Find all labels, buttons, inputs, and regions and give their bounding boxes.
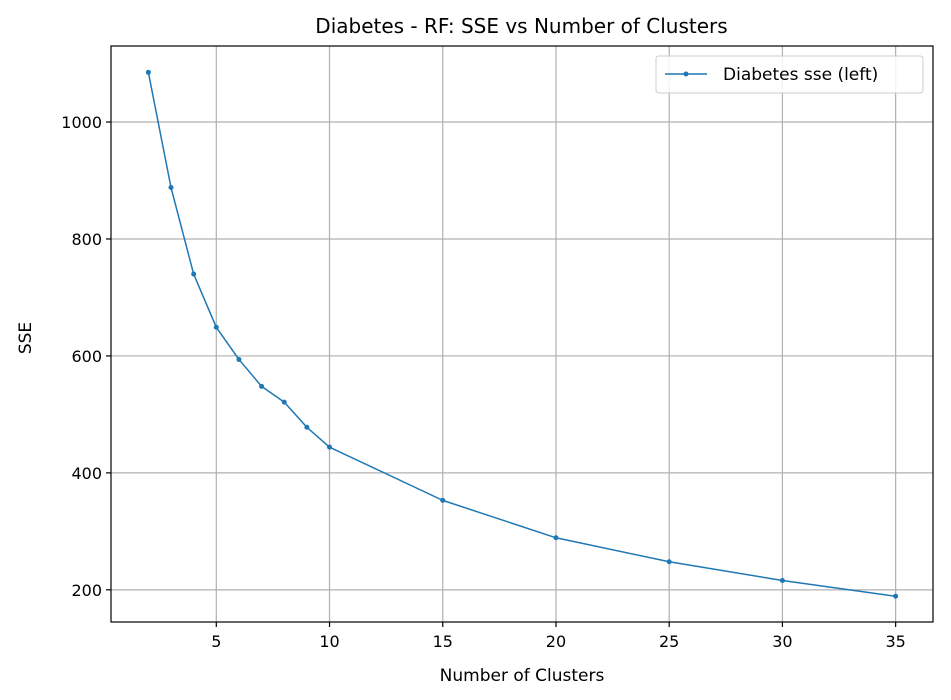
x-axis-label: Number of Clusters: [440, 666, 605, 686]
data-point: [236, 356, 242, 362]
x-tick-label: 35: [885, 632, 905, 651]
y-tick-label: 400: [71, 464, 102, 483]
data-point: [893, 593, 899, 599]
data-point: [213, 324, 219, 330]
legend: Diabetes sse (left): [655, 55, 924, 94]
data-point: [666, 559, 672, 565]
data-point: [327, 444, 333, 450]
x-tick-label: 10: [319, 632, 339, 651]
chart-title: Diabetes - RF: SSE vs Number of Clusters: [315, 14, 727, 38]
data-point: [281, 399, 287, 405]
data-point: [168, 185, 174, 191]
data-point: [440, 497, 446, 503]
series-layer: [145, 69, 899, 599]
x-tick-label: 30: [772, 632, 792, 651]
x-tick-label: 20: [546, 632, 566, 651]
y-tick-label: 800: [71, 230, 102, 249]
x-tick-label: 15: [433, 632, 453, 651]
y-tick-label: 200: [71, 581, 102, 600]
x-axis: 5 10 15 20 25 30 35: [211, 622, 906, 651]
legend-entry: Diabetes sse (left): [723, 65, 878, 85]
series-line: [147, 72, 896, 598]
data-point: [191, 271, 197, 277]
y-axis: 200 400 600 800 1000: [61, 113, 111, 600]
data-point: [304, 424, 310, 430]
data-point: [145, 69, 151, 75]
y-tick-label: 600: [71, 347, 102, 366]
grid: [111, 46, 933, 622]
plot-frame: [110, 45, 934, 623]
x-tick-label: 25: [659, 632, 679, 651]
y-tick-label: 1000: [61, 113, 102, 132]
y-axis-label: SSE: [16, 322, 36, 354]
legend-box: [655, 55, 924, 94]
legend-point-marker: [683, 71, 689, 77]
data-point: [779, 577, 785, 583]
x-tick-label: 5: [211, 632, 221, 651]
data-point: [259, 383, 265, 389]
data-point: [553, 535, 559, 541]
